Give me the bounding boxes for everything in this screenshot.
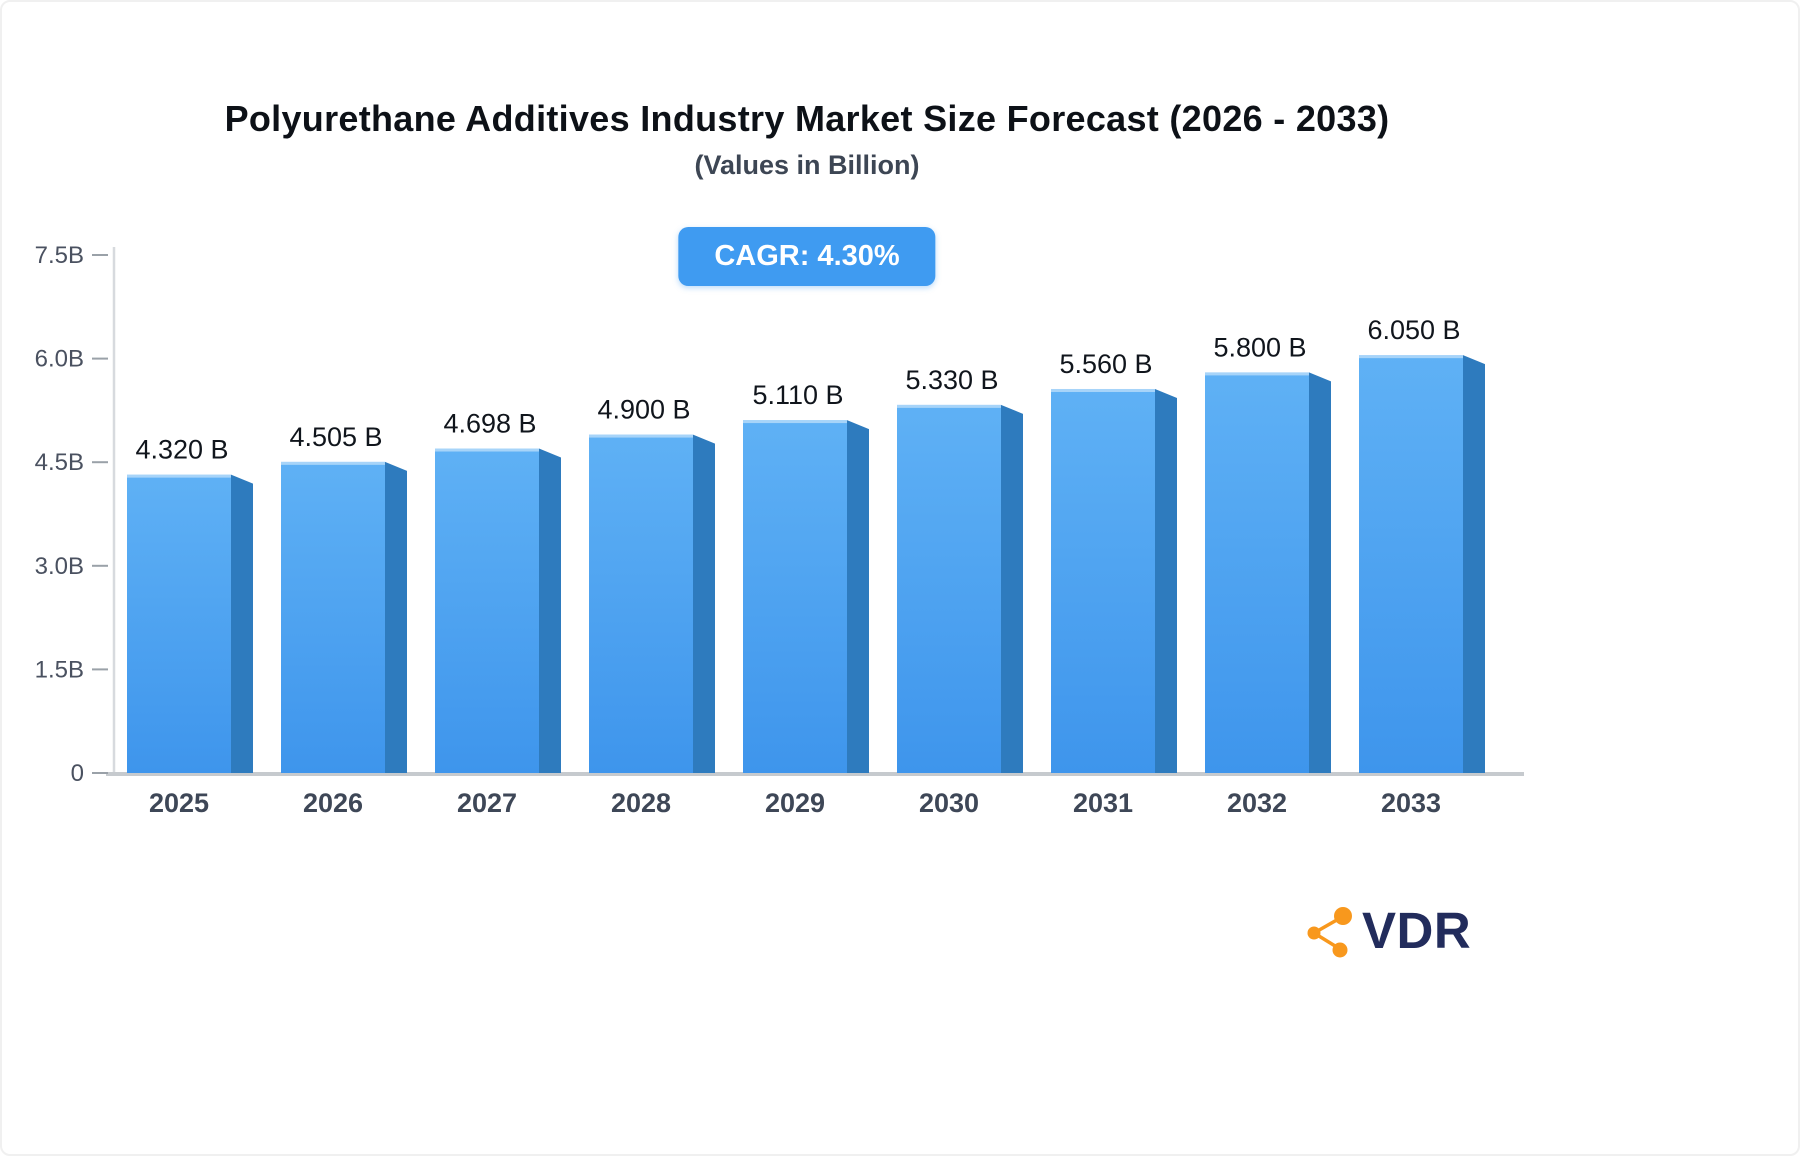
- bar-top-highlight: [1205, 372, 1309, 376]
- bar-top-highlight: [281, 461, 385, 465]
- x-tick-label: 2028: [611, 788, 671, 818]
- y-tick-label: 3.0B: [35, 553, 84, 580]
- bar-value-label: 4.505 B: [289, 422, 382, 452]
- bar-side-face: [1463, 355, 1485, 773]
- bar: [127, 474, 231, 773]
- bar-side-face: [1309, 372, 1331, 773]
- bar-top-highlight: [1051, 388, 1155, 392]
- bar-value-label: 6.050 B: [1367, 315, 1460, 345]
- y-tick-label: 4.5B: [35, 449, 84, 476]
- y-tick-label: 0: [71, 760, 84, 787]
- bar-top-highlight: [435, 448, 539, 452]
- bar-top-highlight: [1359, 355, 1463, 359]
- bar: [281, 461, 385, 773]
- y-tick-label: 1.5B: [35, 656, 84, 683]
- bar-value-label: 4.900 B: [597, 395, 690, 425]
- bar-side-face: [1155, 388, 1177, 773]
- bar-top-highlight: [897, 404, 1001, 408]
- cagr-badge: CAGR: 4.30%: [678, 227, 936, 286]
- bar-side-face: [693, 434, 715, 773]
- x-tick-label: 2027: [457, 788, 517, 818]
- x-tick-label: 2030: [919, 788, 979, 818]
- bar-side-face: [231, 474, 253, 773]
- bar: [897, 404, 1001, 773]
- x-tick-label: 2026: [303, 788, 363, 818]
- bar: [1359, 355, 1463, 773]
- bar: [1051, 388, 1155, 773]
- chart-subtitle: (Values in Billion): [694, 150, 920, 180]
- bar-top-highlight: [127, 474, 231, 478]
- bar-top-highlight: [589, 434, 693, 438]
- bar: [1205, 372, 1309, 773]
- network-icon: [1307, 906, 1352, 957]
- bar-side-face: [1001, 404, 1023, 773]
- chart-title: Polyurethane Additives Industry Market S…: [224, 98, 1390, 139]
- x-tick-label: 2029: [765, 788, 825, 818]
- bar-value-label: 5.330 B: [905, 365, 998, 395]
- bar-value-label: 4.320 B: [135, 435, 228, 465]
- bar: [589, 434, 693, 773]
- bar-value-label: 5.800 B: [1213, 332, 1306, 362]
- x-tick-label: 2031: [1073, 788, 1133, 818]
- bar-side-face: [385, 461, 407, 773]
- x-tick-label: 2033: [1381, 788, 1441, 818]
- bar: [435, 448, 539, 773]
- bar-value-label: 5.110 B: [752, 380, 843, 410]
- bar-top-highlight: [743, 420, 847, 424]
- bar-value-label: 5.560 B: [1059, 349, 1152, 379]
- bar-side-face: [539, 448, 561, 773]
- y-tick-label: 7.5B: [35, 242, 84, 269]
- brand-logo: VDR: [1302, 901, 1471, 960]
- y-tick-label: 6.0B: [35, 346, 84, 373]
- x-tick-label: 2032: [1227, 788, 1287, 818]
- bar-side-face: [847, 420, 869, 773]
- bar-value-label: 4.698 B: [443, 409, 536, 439]
- x-tick-label: 2025: [149, 788, 209, 818]
- bar: [743, 420, 847, 773]
- brand-logo-text: VDR: [1362, 902, 1472, 959]
